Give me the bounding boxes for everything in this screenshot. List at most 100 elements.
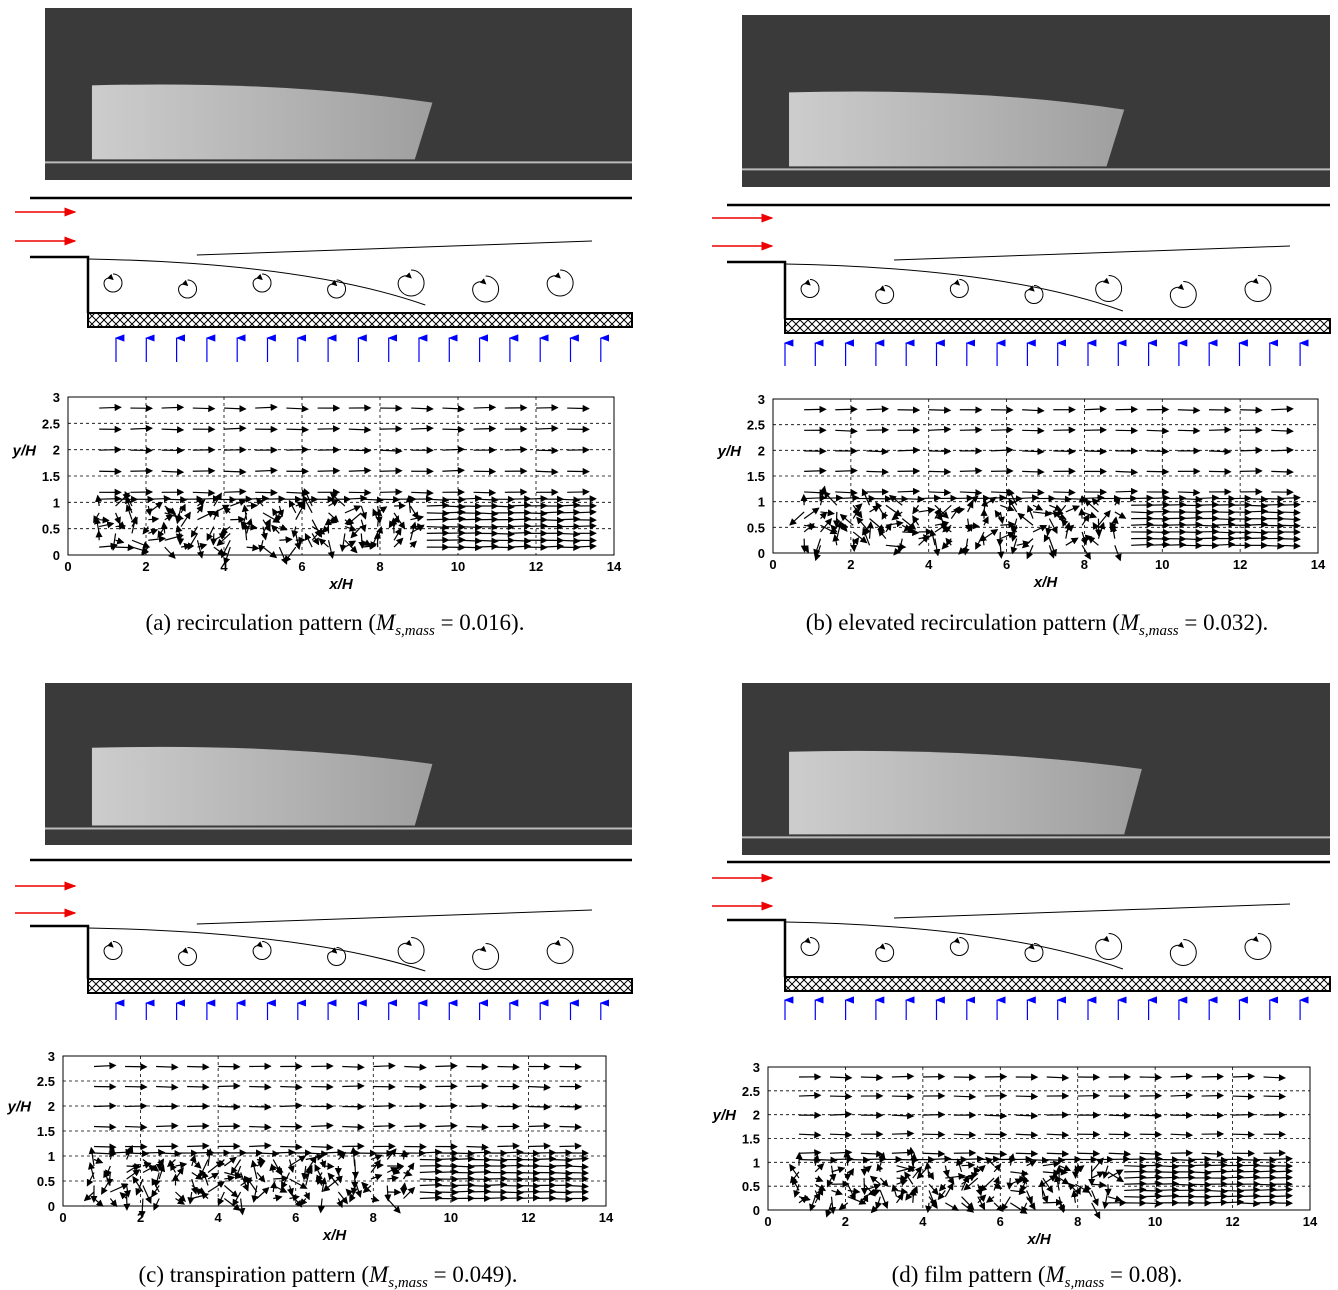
- vector: [789, 1163, 800, 1179]
- vortex: [1169, 281, 1197, 308]
- vector: [922, 1150, 946, 1158]
- vortex: [397, 937, 425, 964]
- vector: [279, 536, 293, 544]
- vector: [820, 509, 835, 517]
- porous-plate: [784, 976, 1331, 992]
- vector: [934, 520, 950, 528]
- vector: [199, 1159, 209, 1178]
- vector: [1212, 528, 1236, 537]
- vector: [1021, 1202, 1028, 1215]
- vector: [119, 1192, 128, 1200]
- x-tick-label: 10: [1148, 1214, 1162, 1229]
- vector: [566, 1169, 589, 1177]
- vector: [964, 518, 973, 532]
- vector: [884, 522, 892, 533]
- vector: [1015, 1131, 1039, 1139]
- vector: [835, 405, 858, 413]
- vector: [473, 403, 497, 412]
- vector: [294, 533, 302, 551]
- x-tick-label: 12: [521, 1210, 535, 1225]
- vector: [879, 1190, 889, 1209]
- vector: [370, 1195, 380, 1203]
- vector: [1049, 495, 1072, 503]
- vector: [956, 1158, 963, 1173]
- vector: [1045, 525, 1053, 536]
- vector: [93, 512, 100, 524]
- vector: [866, 468, 890, 476]
- vector: [305, 1150, 329, 1158]
- y-tick-label: 0: [758, 546, 765, 561]
- vector: [1084, 447, 1108, 456]
- vector: [927, 1171, 935, 1180]
- vector: [1058, 1177, 1070, 1185]
- vector: [213, 504, 230, 514]
- vector: [1065, 537, 1079, 546]
- vector: [1081, 514, 1090, 526]
- vector: [161, 468, 185, 476]
- vector: [1124, 1186, 1147, 1194]
- vector: [1221, 1173, 1245, 1181]
- y-tick-label: 0.5: [747, 520, 765, 535]
- vector: [404, 1063, 427, 1071]
- vector: [804, 405, 827, 414]
- vortex: [1024, 285, 1044, 304]
- vector: [1011, 518, 1019, 534]
- vector: [907, 1146, 916, 1166]
- vector: [344, 524, 357, 532]
- vector: [284, 546, 297, 563]
- vector: [360, 539, 372, 547]
- vector: [497, 1063, 520, 1071]
- vector: [93, 1062, 117, 1070]
- vector: [1131, 508, 1154, 517]
- vortex: [103, 273, 123, 293]
- vortex: [472, 943, 500, 970]
- y-tick-label: 0.5: [42, 522, 60, 537]
- x-axis-label: x/H: [1033, 574, 1059, 591]
- vector: [936, 504, 952, 519]
- vector: [249, 1142, 272, 1150]
- vector: [1058, 1196, 1066, 1214]
- y-tick-label: 1: [48, 1149, 55, 1164]
- vector: [249, 1123, 272, 1131]
- vector: [1232, 1072, 1256, 1081]
- vector: [93, 1198, 104, 1207]
- vector: [984, 1150, 1008, 1158]
- vector: [950, 506, 961, 519]
- vector: [1237, 1192, 1261, 1200]
- vector: [953, 1093, 977, 1101]
- caption-suffix: = 0.032).: [1179, 610, 1269, 635]
- vector: [1022, 488, 1045, 497]
- vector: [904, 1171, 914, 1185]
- vector: [411, 405, 434, 413]
- vortex: [546, 937, 574, 964]
- vector: [93, 516, 101, 534]
- vector: [1270, 1174, 1293, 1182]
- vector: [528, 1083, 551, 1091]
- vector: [370, 1173, 383, 1181]
- vector: [973, 1165, 981, 1175]
- vector: [928, 1183, 939, 1196]
- vector: [832, 511, 841, 528]
- vector: [373, 1062, 396, 1070]
- vector: [240, 1172, 249, 1192]
- x-axis-label: x/H: [1026, 1231, 1052, 1248]
- vector: [798, 1149, 822, 1157]
- vector: [436, 1155, 459, 1163]
- caption-prefix: (a) recirculation pattern (: [146, 610, 377, 635]
- vector: [305, 1155, 317, 1173]
- y-tick-label: 1: [758, 495, 765, 510]
- vector: [409, 505, 419, 520]
- vector: [295, 501, 305, 509]
- vector: [559, 1103, 582, 1111]
- vector: [891, 1092, 915, 1101]
- vector: [466, 1102, 489, 1110]
- vector: [273, 1174, 289, 1183]
- vector: [384, 1185, 392, 1202]
- vector: [94, 1143, 117, 1151]
- vector: [286, 426, 310, 434]
- smoke-region: [789, 750, 1142, 835]
- vector: [962, 538, 970, 556]
- shear-layer: [893, 903, 1291, 919]
- vector: [230, 1159, 242, 1175]
- vector: [207, 1172, 220, 1180]
